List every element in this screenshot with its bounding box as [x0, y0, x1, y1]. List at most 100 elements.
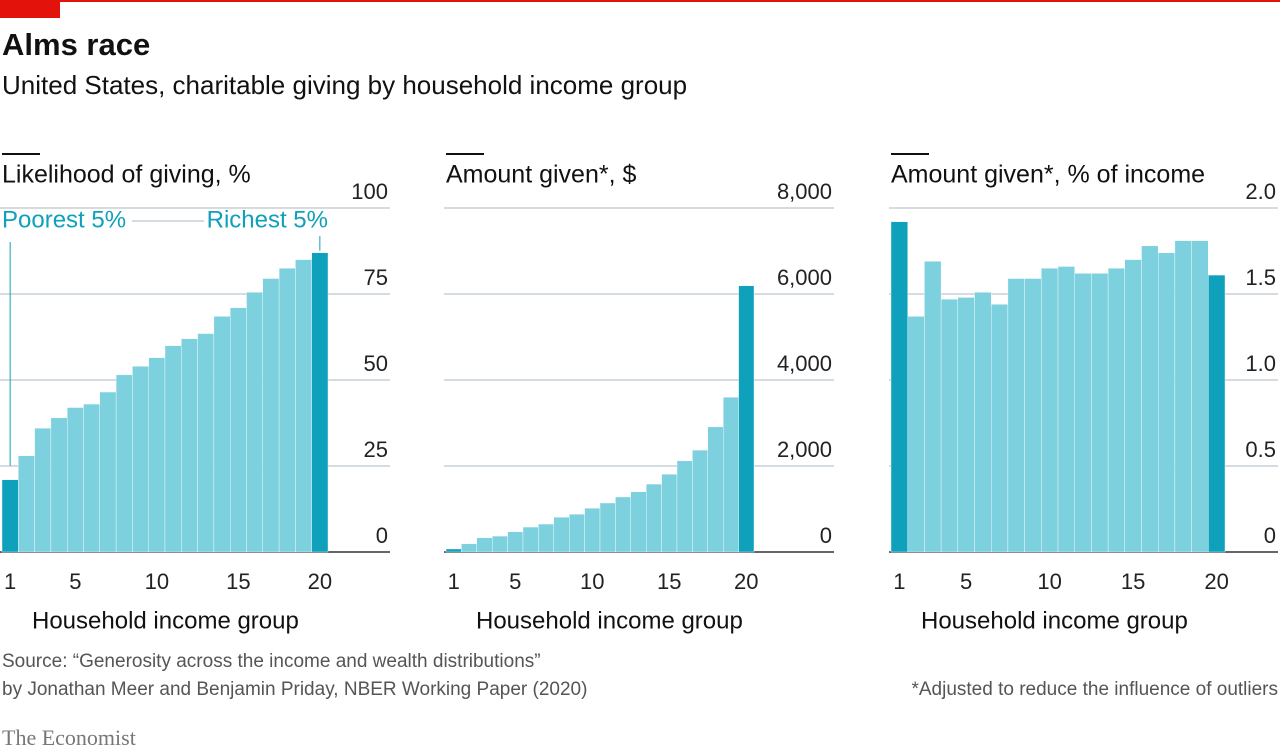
x-tick-label: 20: [1204, 569, 1228, 594]
bar: [197, 333, 215, 553]
bar: [507, 531, 524, 553]
annotation: Richest 5%: [207, 206, 328, 233]
bar: [676, 460, 693, 553]
bar: [246, 292, 263, 553]
subtitle: United States, charitable giving by hous…: [2, 70, 687, 100]
bar: [1107, 268, 1125, 553]
bar: [738, 285, 755, 553]
x-tick-label: 10: [580, 569, 604, 594]
bar: [1141, 245, 1159, 553]
x-axis-label: Household income group: [921, 607, 1188, 634]
source: Source: “Generosity across the income an…: [2, 651, 541, 672]
bar: [538, 523, 555, 553]
bar: [615, 496, 632, 553]
bar: [262, 278, 280, 553]
y-tick-label: 4,000: [777, 351, 832, 376]
bar: [66, 407, 84, 553]
panel-title: Likelihood of giving, %: [2, 161, 251, 189]
bar: [957, 297, 975, 553]
y-tick-label: 1.5: [1245, 265, 1276, 290]
bar: [1124, 259, 1142, 553]
bar: [890, 221, 908, 553]
bar: [476, 537, 493, 553]
y-tick-label: 8,000: [777, 179, 832, 204]
bar: [522, 526, 539, 553]
x-tick-label: 5: [509, 569, 521, 594]
brand: The Economist: [2, 725, 136, 750]
bar: [569, 513, 585, 553]
y-tick-label: 2.0: [1245, 179, 1276, 204]
bar: [907, 316, 925, 553]
bar: [1191, 240, 1209, 553]
y-tick-label: 100: [351, 179, 388, 204]
x-tick-label: 1: [893, 569, 905, 594]
x-tick-label: 10: [1037, 569, 1061, 594]
bar: [553, 516, 570, 553]
bar: [1024, 278, 1042, 553]
bar: [1074, 273, 1092, 553]
y-tick-label: 0.5: [1245, 437, 1276, 462]
x-axis-label: Household income group: [476, 607, 743, 634]
bar: [1, 479, 19, 553]
top-rule: [0, 0, 1280, 2]
bar: [1157, 252, 1176, 553]
bar: [630, 491, 647, 553]
y-tick-label: 0: [820, 523, 832, 548]
source: by Jonathan Meer and Benjamin Priday, NB…: [2, 679, 587, 700]
x-tick-label: 1: [448, 569, 460, 594]
panel-title: Amount given*, % of income: [891, 161, 1205, 189]
x-tick-label: 5: [69, 569, 81, 594]
y-tick-label: 6,000: [777, 265, 832, 290]
bar: [229, 307, 247, 553]
bar: [148, 357, 166, 553]
x-tick-label: 20: [308, 569, 332, 594]
x-tick-label: 1: [4, 569, 16, 594]
bar: [723, 397, 739, 553]
bar: [83, 403, 100, 553]
bar: [646, 483, 662, 553]
y-tick-label: 0: [1264, 523, 1276, 548]
x-tick-label: 15: [657, 569, 681, 594]
bar: [692, 449, 709, 553]
brand-tag: [0, 0, 60, 18]
bar: [1007, 278, 1025, 553]
bar: [974, 292, 992, 553]
footnote: *Adjusted to reduce the influence of out…: [911, 679, 1278, 700]
x-tick-label: 15: [226, 569, 250, 594]
bar: [181, 338, 198, 553]
x-axis-label: Household income group: [32, 607, 299, 634]
y-tick-label: 2,000: [777, 437, 832, 462]
x-tick-label: 5: [960, 569, 972, 594]
y-tick-label: 1.0: [1245, 351, 1276, 376]
bar: [1208, 274, 1226, 553]
y-tick-label: 0: [376, 523, 388, 548]
y-tick-label: 25: [364, 437, 388, 462]
bar: [991, 304, 1009, 553]
bar: [164, 345, 182, 553]
bar: [461, 543, 477, 553]
x-tick-label: 10: [145, 569, 169, 594]
bar: [707, 426, 724, 553]
x-tick-label: 15: [1121, 569, 1145, 594]
bar: [1041, 268, 1059, 553]
annotation: Poorest 5%: [2, 206, 126, 233]
bar: [584, 507, 601, 553]
bar: [661, 473, 678, 553]
bar: [50, 417, 68, 553]
bar: [295, 259, 312, 553]
bar: [924, 261, 942, 553]
bar: [132, 366, 149, 553]
bar: [18, 455, 35, 553]
bar: [599, 502, 616, 553]
y-tick-label: 50: [364, 351, 388, 376]
bar: [1057, 266, 1075, 553]
bar: [940, 298, 958, 553]
bar: [1091, 273, 1109, 553]
bar: [1174, 240, 1192, 553]
y-tick-label: 75: [364, 265, 388, 290]
bar: [492, 535, 508, 553]
x-tick-label: 20: [734, 569, 758, 594]
bar: [34, 427, 52, 553]
bar: [311, 252, 329, 553]
